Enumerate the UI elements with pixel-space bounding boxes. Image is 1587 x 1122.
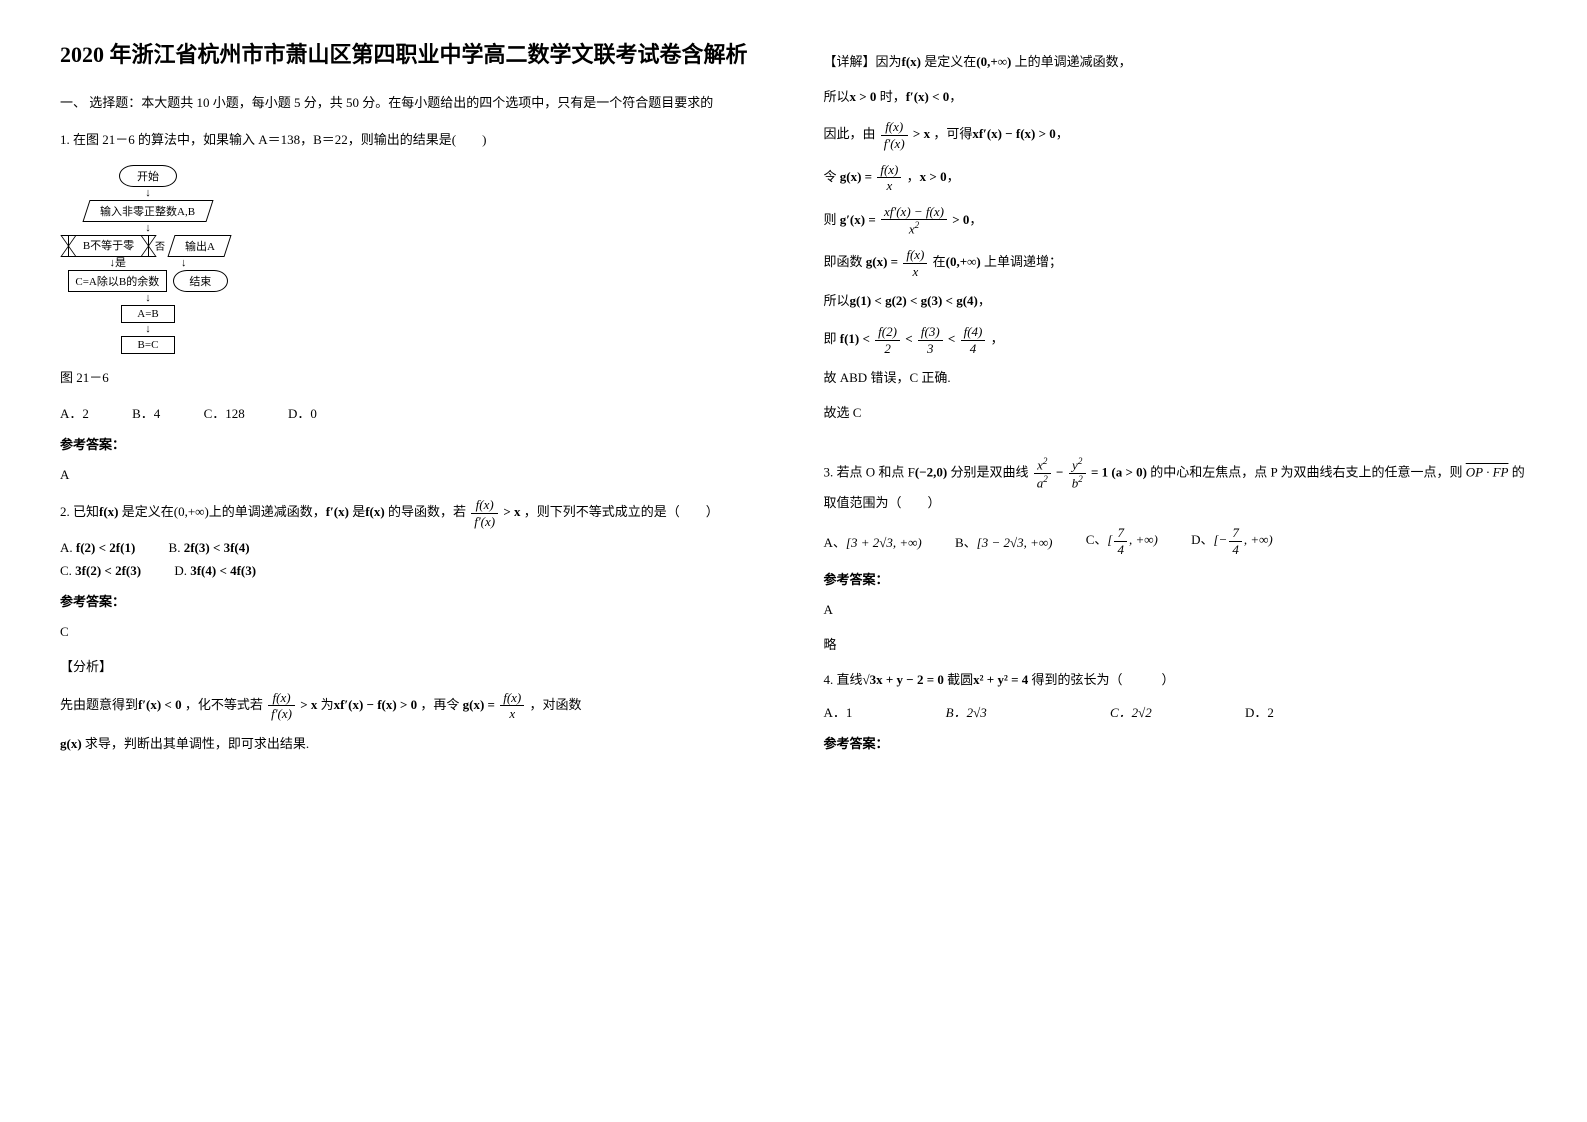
q1-opt-d: D．0 (288, 403, 317, 422)
q1-opt-a: A．2 (60, 403, 89, 422)
q4-ans-label: 参考答案： (824, 733, 1528, 752)
q1-opt-c: C．128 (204, 403, 245, 422)
flow-end: 结束 (173, 270, 228, 292)
q2-ans: C (60, 620, 764, 645)
detail-10: 故选 C (824, 401, 1528, 426)
flow-proc: C=A除以B的余数 (68, 270, 167, 292)
q1-flowchart: 开始 ↓ 输入非零正整数A,B ↓ B不等于零 否 输出A ↓是 ↓ C=A除以… (68, 165, 228, 354)
q1-opt-b: B．4 (132, 403, 160, 422)
fpx: f′(x) (326, 504, 349, 519)
q2-analysis-2: g(x) 求导，判断出其单调性，即可求出结果. (60, 732, 764, 757)
detail-7: 所以g(1) < g(2) < g(3) < g(4)， (824, 289, 1528, 314)
fx: f(x) (99, 504, 119, 519)
flow-cond-no: 否 (155, 238, 165, 253)
flow-output: 输出A (167, 235, 231, 257)
detail-2: 所以x > 0 时，f′(x) < 0， (824, 85, 1528, 110)
q3-ans: A (824, 598, 1528, 623)
q2-stem: 2. 已知f(x) 是定义在(0,+∞)上的单调递减函数，f′(x) 是f(x)… (60, 497, 764, 529)
flow-s2: B=C (121, 336, 175, 354)
q3-stem: 3. 若点 O 和点 F(−2,0) 分别是双曲线 x2a2 − y2b2 = … (824, 456, 1528, 516)
q4-options: A．1 B．2√3 C．2√2 D．2 (824, 702, 1528, 721)
flow-s1: A=B (121, 305, 175, 323)
q2-analysis-1: 先由题意得到f′(x) < 0 ，化不等式若 f(x)f′(x) > x 为xf… (60, 690, 764, 722)
q1-ans-label: 参考答案： (60, 434, 764, 453)
q1-fig-label: 图 21－6 (60, 366, 764, 391)
flow-arrow: ↓ (68, 188, 228, 199)
detail-1: 【详解】因为f(x) 是定义在(0,+∞) 上的单调递减函数， (824, 50, 1528, 75)
q1-ans: A (60, 463, 764, 488)
flow-arrow: ↓ (68, 293, 228, 304)
q2-analysis-head: 【分析】 (60, 655, 764, 680)
q1-stem: 1. 在图 21－6 的算法中，如果输入 A＝138，B＝22，则输出的结果是(… (60, 128, 764, 153)
flow-arrow: ↓ (68, 324, 228, 335)
vec-op-fp: OP · FP (1466, 464, 1509, 479)
q3-brief: 略 (824, 633, 1528, 658)
q3-ans-label: 参考答案： (824, 569, 1528, 588)
detail-8: 即 f(1) < f(2)2 < f(3)3 < f(4)4 ， (824, 324, 1528, 356)
flow-start: 开始 (119, 165, 177, 187)
q3-options: A、[3 + 2√3, +∞) B、[3 − 2√3, +∞) C、[74, +… (824, 525, 1528, 557)
q2-ans-label: 参考答案： (60, 591, 764, 610)
detail-6: 即函数 g(x) = f(x)x 在(0,+∞) 上单调递增； (824, 247, 1528, 279)
section-1-header: 一、 选择题：本大题共 10 小题，每小题 5 分，共 50 分。在每小题给出的… (60, 91, 764, 114)
frac-fx-fpx: f(x)f′(x) (471, 497, 498, 529)
q2-opts-row1: A. f(2) < 2f(1) B. 2f(3) < 3f(4) (60, 539, 764, 556)
q1-options: A．2 B．4 C．128 D．0 (60, 403, 764, 422)
detail-9: 故 ABD 错误，C 正确. (824, 366, 1528, 391)
fx: f(x) (365, 504, 385, 519)
detail-5: 则 g′(x) = xf′(x) − f(x)x2 > 0， (824, 204, 1528, 238)
page-title: 2020 年浙江省杭州市市萧山区第四职业中学高二数学文联考试卷含解析 (60, 40, 764, 71)
detail-3: 因此，由 f(x)f′(x) > x ，可得xf′(x) − f(x) > 0， (824, 119, 1528, 151)
flow-cond: B不等于零 (68, 235, 149, 257)
q4-stem: 4. 直线√3x + y − 2 = 0 截圆x² + y² = 4 得到的弦长… (824, 668, 1528, 693)
detail-4: 令 g(x) = f(x)x ，x > 0， (824, 162, 1528, 194)
flow-input: 输入非零正整数A,B (82, 200, 213, 222)
q2-opts-row2: C. 3f(2) < 2f(3) D. 3f(4) < 4f(3) (60, 562, 764, 579)
